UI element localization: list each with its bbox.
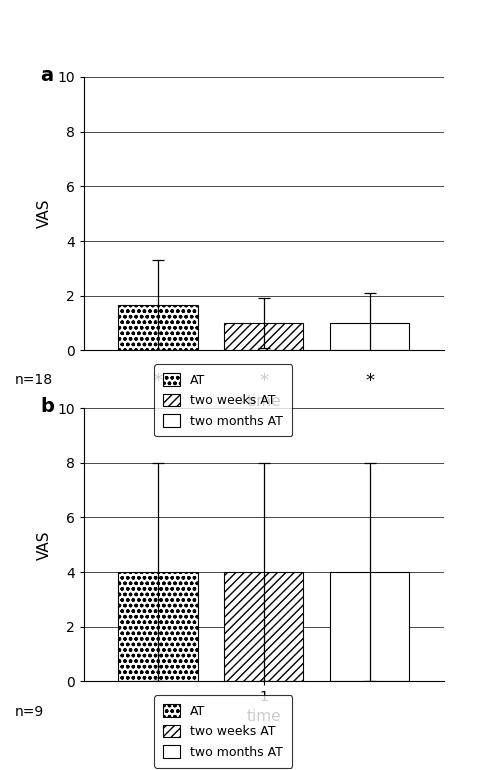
Text: *: *: [153, 372, 162, 390]
Text: time: time: [246, 394, 281, 409]
Text: n=9: n=9: [15, 705, 44, 718]
Text: *: *: [259, 372, 268, 390]
Text: b: b: [40, 397, 55, 416]
Bar: [330, 572, 409, 681]
Legend: AT, two weeks AT, two months AT: AT, two weeks AT, two months AT: [154, 364, 292, 437]
Text: time: time: [246, 708, 281, 724]
Legend: AT, two weeks AT, two months AT: AT, two weeks AT, two months AT: [154, 695, 292, 768]
Y-axis label: VAS: VAS: [36, 199, 52, 229]
Text: a: a: [40, 66, 54, 85]
Text: n=18: n=18: [15, 373, 53, 387]
Bar: [224, 323, 304, 350]
Bar: [224, 572, 304, 681]
Bar: [118, 305, 198, 350]
Y-axis label: VAS: VAS: [36, 530, 52, 560]
Bar: [118, 572, 198, 681]
Bar: [330, 323, 409, 350]
Text: *: *: [365, 372, 374, 390]
